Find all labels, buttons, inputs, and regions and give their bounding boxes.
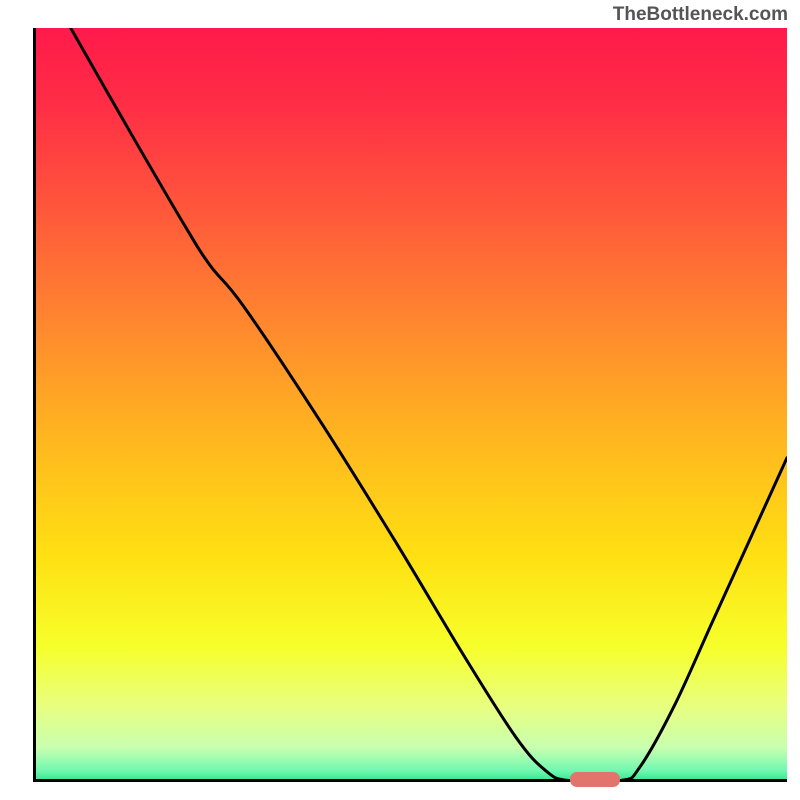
plot-area	[33, 28, 787, 782]
watermark-text: TheBottleneck.com	[613, 4, 788, 26]
optimum-marker	[570, 772, 620, 787]
chart-container: TheBottleneck.com	[0, 0, 800, 800]
bottleneck-curve	[33, 28, 787, 782]
